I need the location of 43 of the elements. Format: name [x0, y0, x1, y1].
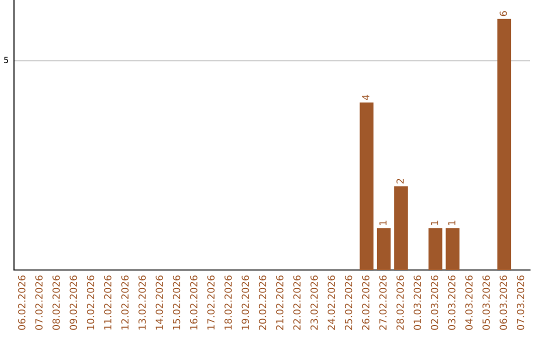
x-tick-label: 18.02.2026	[224, 275, 232, 330]
data-label: 4	[362, 94, 370, 100]
x-tick-label: 20.02.2026	[258, 275, 266, 330]
bar	[446, 228, 460, 270]
bar	[428, 228, 442, 270]
data-label: 1	[448, 220, 456, 225]
bar	[394, 186, 408, 270]
x-tick-label: 23.02.2026	[310, 275, 318, 330]
data-label: 6	[500, 11, 508, 16]
x-tick-label: 22.02.2026	[293, 275, 301, 330]
x-tick-label: 21.02.2026	[276, 275, 284, 330]
data-label: 1	[430, 220, 438, 225]
x-tick-label: 17.02.2026	[207, 275, 215, 330]
x-tick-label: 24.02.2026	[328, 275, 336, 330]
bar	[497, 18, 512, 270]
x-tick-label: 11.02.2026	[104, 275, 112, 330]
bar	[360, 102, 374, 270]
x-tick-label: 05.03.2026	[482, 275, 490, 330]
x-tick-label: 26.02.2026	[362, 275, 370, 330]
x-tick-label: 13.02.2026	[138, 275, 146, 330]
x-tick-label: 04.03.2026	[465, 275, 473, 330]
x-tick-label: 12.02.2026	[121, 275, 129, 330]
x-tick-label: 15.02.2026	[172, 275, 180, 330]
x-tick-label: 09.02.2026	[70, 275, 78, 330]
data-label: 1	[379, 220, 386, 225]
x-tick-label: 02.03.2026	[430, 275, 438, 330]
x-tick-label: 06.02.2026	[18, 275, 26, 330]
x-tick-label: 06.03.2026	[500, 275, 508, 330]
x-tick-label: 10.02.2026	[86, 275, 94, 330]
x-tick-label: 03.03.2026	[448, 275, 456, 330]
x-tick-label: 27.02.2026	[379, 275, 387, 330]
x-tick-label: 19.02.2026	[242, 275, 250, 330]
x-tick-label: 07.03.2026	[516, 275, 524, 330]
ref-line-label: 5	[4, 56, 8, 64]
x-tick-label: 25.02.2026	[344, 275, 352, 330]
bar	[376, 228, 391, 270]
x-tick-label: 07.02.2026	[35, 275, 43, 330]
data-label: 2	[396, 178, 404, 184]
x-tick-label: 08.02.2026	[52, 275, 60, 330]
x-tick-label: 01.03.2026	[414, 275, 422, 330]
x-tick-label: 16.02.2026	[190, 275, 198, 330]
x-tick-label: 14.02.2026	[156, 275, 164, 330]
x-tick-label: 28.02.2026	[396, 275, 404, 330]
